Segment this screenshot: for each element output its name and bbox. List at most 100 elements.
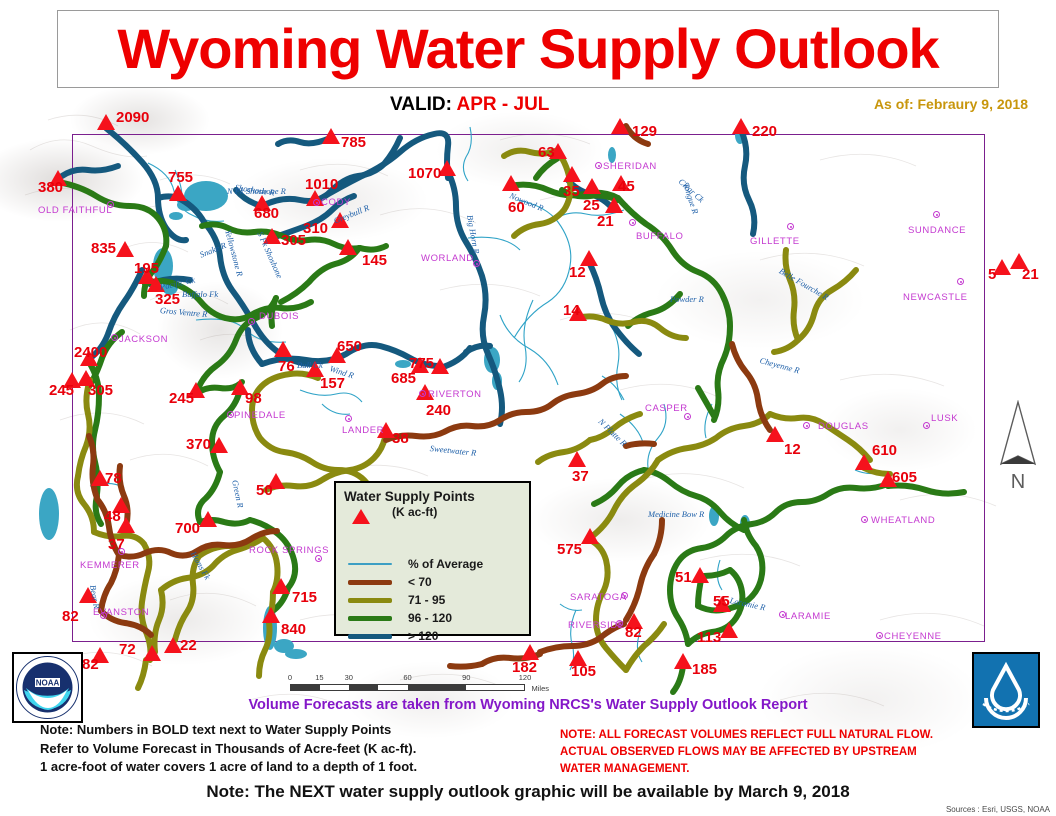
red-triangle-icon bbox=[993, 259, 1011, 275]
point-value-label: 82 bbox=[82, 656, 99, 673]
note-left-line1: Note: Numbers in BOLD text next to Water… bbox=[40, 722, 392, 737]
city-marker-icon bbox=[933, 211, 940, 218]
red-triangle-icon bbox=[713, 596, 731, 612]
point-value-label: 325 bbox=[155, 291, 181, 308]
valid-value: APR - JUL bbox=[456, 94, 550, 115]
legend-pct-of-average-label: % of Average bbox=[408, 557, 484, 571]
red-triangle-icon bbox=[253, 195, 271, 211]
red-triangle-icon bbox=[611, 118, 629, 134]
point-value-label: 14 bbox=[563, 302, 580, 319]
point-value-label: 98 bbox=[245, 390, 262, 407]
compass-rose: N bbox=[995, 399, 1041, 493]
city-marker-icon bbox=[876, 632, 883, 639]
city-marker-icon bbox=[629, 219, 636, 226]
city-marker-icon bbox=[595, 162, 602, 169]
city-label: CASPER bbox=[645, 403, 688, 414]
red-triangle-icon bbox=[210, 437, 228, 453]
red-triangle-icon bbox=[569, 650, 587, 666]
point-value-label: 1010 bbox=[305, 176, 339, 193]
river-label: Bull Ck bbox=[297, 360, 323, 370]
red-triangle-icon bbox=[187, 382, 205, 398]
red-triangle-icon bbox=[502, 175, 520, 191]
note-right-line3: WATER MANAGEMENT. bbox=[560, 763, 690, 775]
compass-north-label: N bbox=[1010, 471, 1026, 493]
city-marker-icon bbox=[616, 620, 623, 627]
scale-bar-graphic bbox=[290, 684, 525, 691]
point-value-label: 76 bbox=[278, 358, 295, 375]
state-boundary bbox=[72, 134, 985, 642]
city-label: GILLETTE bbox=[750, 236, 800, 247]
red-triangle-icon bbox=[581, 528, 599, 544]
red-triangle-icon bbox=[143, 645, 161, 661]
legend-rows: % of Average < 70 71 - 95 96 - 120 > 120 bbox=[344, 555, 521, 645]
red-triangle-icon bbox=[272, 578, 290, 594]
red-triangle-icon bbox=[322, 128, 340, 144]
legend-class-2: 96 - 120 bbox=[344, 609, 521, 627]
city-marker-icon bbox=[345, 415, 352, 422]
legend-class-1-swatch bbox=[348, 597, 392, 603]
city-label: LUSK bbox=[931, 413, 959, 424]
note-left: Note: Numbers in BOLD text next to Water… bbox=[40, 721, 417, 777]
point-value-label: 185 bbox=[692, 661, 718, 678]
red-triangle-icon bbox=[169, 185, 187, 201]
scale-tick-30: 30 bbox=[344, 673, 353, 682]
point-value-label: 48 bbox=[104, 508, 121, 525]
red-triangle-icon bbox=[164, 637, 182, 653]
legend-class-1: 71 - 95 bbox=[344, 591, 521, 609]
point-value-label: 380 bbox=[38, 179, 64, 196]
point-value-label: 755 bbox=[168, 169, 194, 186]
legend-class-1-label: 71 - 95 bbox=[408, 593, 446, 607]
red-triangle-icon bbox=[306, 361, 324, 377]
legend-class-3-swatch bbox=[348, 633, 392, 639]
city-marker-icon bbox=[621, 592, 628, 599]
red-triangle-icon bbox=[766, 426, 784, 442]
city-label: PINEDALE bbox=[234, 410, 286, 421]
city-marker-icon bbox=[861, 516, 868, 523]
point-value-label: 840 bbox=[281, 621, 307, 638]
red-triangle-icon bbox=[352, 509, 370, 524]
valid-period: VALID: APR - JUL bbox=[390, 94, 549, 116]
point-value-label: 575 bbox=[557, 541, 583, 558]
point-value-label: 785 bbox=[341, 134, 367, 151]
red-triangle-icon bbox=[91, 647, 109, 663]
red-triangle-icon bbox=[231, 379, 249, 395]
point-value-label: 25 bbox=[583, 197, 600, 214]
point-value-label: 605 bbox=[892, 469, 918, 486]
city-marker-icon bbox=[100, 612, 107, 619]
legend-class-0: < 70 bbox=[344, 573, 521, 591]
legend-class-0-label: < 70 bbox=[408, 575, 432, 589]
point-value-label: 55 bbox=[713, 593, 730, 610]
note-right: NOTE: ALL FORECAST VOLUMES REFLECT FULL … bbox=[560, 727, 933, 778]
city-marker-icon bbox=[315, 555, 322, 562]
city-label: BUFFALO bbox=[636, 231, 684, 242]
city-marker-icon bbox=[313, 199, 320, 206]
point-value-label: 12 bbox=[569, 264, 586, 281]
city-label: ROCK SPRINGS bbox=[249, 545, 330, 556]
city-label: SARATOGA bbox=[570, 592, 627, 603]
red-triangle-icon bbox=[855, 454, 873, 470]
point-value-label: 129 bbox=[632, 123, 658, 140]
page-title: Wyoming Water Supply Outlook bbox=[117, 17, 939, 80]
point-value-label: 1070 bbox=[408, 165, 442, 182]
red-triangle-icon bbox=[97, 114, 115, 130]
note-right-line1: NOTE: ALL FORECAST VOLUMES REFLECT FULL … bbox=[560, 729, 934, 741]
city-label: DOUGLAS bbox=[818, 421, 869, 432]
river-label: Buffalo Fk bbox=[182, 289, 219, 299]
red-triangle-icon bbox=[580, 250, 598, 266]
as-of-date: As of: Febraury 9, 2018 bbox=[873, 96, 1028, 112]
point-value-label: 182 bbox=[512, 659, 538, 676]
red-triangle-icon bbox=[1010, 253, 1028, 269]
point-value-label: 2090 bbox=[116, 109, 150, 126]
city-marker-icon bbox=[227, 411, 234, 418]
legend-pct-of-average-swatch bbox=[348, 563, 392, 565]
scale-tick-60: 60 bbox=[403, 673, 412, 682]
city-label: WORLAND bbox=[421, 253, 474, 264]
red-triangle-icon bbox=[438, 160, 456, 176]
city-label: SHERIDAN bbox=[603, 161, 657, 172]
red-triangle-icon bbox=[605, 197, 623, 213]
red-triangle-icon bbox=[612, 175, 630, 191]
note-right-line2: ACTUAL OBSERVED FLOWS MAY BE AFFECTED BY… bbox=[560, 746, 917, 758]
city-label: WHEATLAND bbox=[871, 515, 936, 526]
